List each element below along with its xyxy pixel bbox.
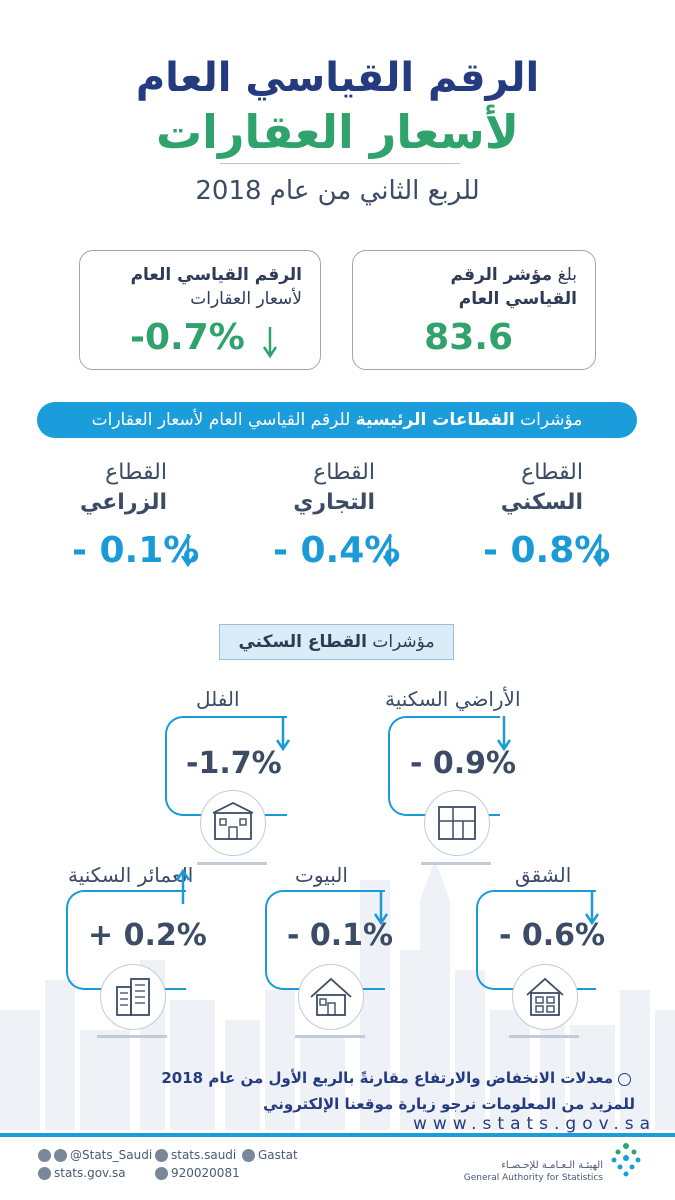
villa-icon-base	[197, 862, 267, 865]
arrow-down-icon	[373, 890, 389, 926]
sectors-banner-prefix: مؤشرات	[520, 410, 583, 430]
twitter-handle: @Stats_Saudi	[70, 1148, 153, 1162]
sector-agricultural-value: - 0.1%	[72, 530, 200, 571]
arrow-down-icon	[262, 327, 278, 359]
sector-residential-line2: السكني	[500, 490, 583, 515]
more-info: للمزيد من المعلومات نرجو زيارة موقعنا ال…	[263, 1095, 635, 1113]
sector-commercial-line1: القطاع	[313, 460, 375, 485]
change-card: الرقم القياسي العام لأسعار العقارات -0.7…	[79, 250, 321, 370]
building-icon	[116, 978, 150, 1016]
arrow-down-icon	[382, 534, 398, 568]
villa-icon	[212, 801, 254, 840]
sector-agricultural-line2: الزراعي	[80, 490, 167, 515]
house-icon-base	[295, 1035, 365, 1038]
residential-heading-prefix: مؤشرات	[372, 632, 435, 652]
facebook-handle: stats.saudi	[171, 1148, 237, 1162]
blueprint-icon	[438, 806, 476, 840]
sectors-banner: مؤشرات القطاعات الرئيسية للرقم القياسي ا…	[37, 402, 637, 438]
change-value: -0.7%	[130, 317, 245, 358]
sector-commercial-label: القطاع التجاري	[293, 458, 375, 518]
apartment-icon-circle	[512, 964, 578, 1030]
building-icon-circle	[100, 964, 166, 1030]
linkedin-icon	[242, 1149, 255, 1162]
house-icon-circle	[298, 964, 364, 1030]
title-line-1: الرقم القياسي العام	[135, 55, 540, 101]
sector-residential-line1: القطاع	[521, 460, 583, 485]
arrow-down-icon	[592, 534, 608, 568]
sector-agricultural-line1: القطاع	[105, 460, 167, 485]
social-phone[interactable]: 920020081	[155, 1166, 240, 1180]
blueprint-icon-circle	[424, 790, 490, 856]
social-twitter[interactable]: @Stats_Saudi	[38, 1148, 152, 1162]
index-card-label: بلغ مؤشر الرقم القياسي العام	[451, 263, 577, 311]
sector-residential-value: - 0.8%	[483, 530, 611, 571]
subtitle: للربع الثاني من عام 2018	[195, 176, 480, 206]
index-card-bold2: القياسي العام	[458, 289, 577, 309]
apartments-value: - 0.6%	[499, 918, 606, 953]
residential-heading-bold: القطاع السكني	[238, 632, 367, 652]
sector-agricultural-label: القطاع الزراعي	[80, 458, 167, 518]
index-card-prefix: بلغ	[557, 265, 577, 285]
apartments-label: الشقق	[515, 863, 572, 887]
house-icon	[310, 977, 352, 1016]
villas-value: -1.7%	[186, 746, 282, 781]
houses-value: - 0.1%	[287, 918, 394, 953]
buildings-value: + 0.2%	[88, 918, 207, 953]
arrow-down-icon	[584, 890, 600, 926]
instagram-icon	[54, 1149, 67, 1162]
houses-label: البيوت	[295, 863, 348, 887]
arrow-down-icon	[275, 716, 291, 752]
title-line-2: لأسعار العقارات	[155, 105, 520, 159]
arrow-up-icon	[175, 868, 191, 904]
index-card: بلغ مؤشر الرقم القياسي العام 83.6	[352, 250, 596, 370]
social-website[interactable]: stats.gov.sa	[38, 1166, 126, 1180]
gastat-logo-icon	[611, 1143, 641, 1177]
sector-commercial-line2: التجاري	[293, 490, 375, 515]
building-icon-base	[97, 1035, 167, 1038]
logo-text-ar: الهيئـة الـعـامـة للإحـصـاء	[501, 1160, 603, 1171]
arrow-down-icon	[496, 716, 512, 752]
change-card-line1: الرقم القياسي العام	[130, 265, 302, 285]
sectors-banner-bold: القطاعات الرئيسية	[355, 410, 515, 430]
title-divider	[220, 163, 460, 164]
logo-text-en: General Authority for Statistics	[463, 1173, 603, 1183]
linkedin-handle: Gastat	[258, 1148, 298, 1162]
sector-commercial-value: - 0.4%	[273, 530, 401, 571]
blueprint-icon-base	[421, 862, 491, 865]
change-card-label: الرقم القياسي العام لأسعار العقارات	[131, 263, 302, 311]
website-handle: stats.gov.sa	[54, 1166, 126, 1180]
villa-icon-circle	[200, 790, 266, 856]
index-card-bold1: مؤشر الرقم	[450, 265, 553, 285]
globe-icon	[38, 1167, 51, 1180]
footnote: معدلات الانخفاض والارتفاع مقارنةً بالربع…	[161, 1069, 613, 1087]
bullet-icon	[618, 1073, 631, 1086]
apartment-icon	[526, 977, 564, 1016]
sector-residential-label: القطاع السكني	[501, 458, 583, 518]
phone-number: 920020081	[171, 1166, 240, 1180]
index-value: 83.6	[424, 317, 513, 358]
residential-heading: مؤشرات القطاع السكني	[219, 624, 454, 660]
arrow-down-icon	[180, 534, 196, 568]
facebook-icon	[155, 1149, 168, 1162]
social-facebook[interactable]: stats.saudi	[155, 1148, 236, 1162]
lands-value: - 0.9%	[410, 746, 517, 781]
twitter-icon	[38, 1149, 51, 1162]
phone-icon	[155, 1167, 168, 1180]
lands-label: الأراضي السكنية	[385, 687, 521, 711]
villas-label: الفلل	[196, 687, 240, 711]
sectors-banner-suffix: للرقم القياسي العام لأسعار العقارات	[91, 410, 351, 430]
footer-bar	[0, 1133, 675, 1137]
buildings-label: العمائر السكنية	[68, 863, 194, 887]
social-linkedin[interactable]: Gastat	[242, 1148, 298, 1162]
change-card-line2: لأسعار العقارات	[190, 289, 302, 309]
apartment-icon-base	[509, 1035, 579, 1038]
website-url[interactable]: www.stats.gov.sa	[413, 1114, 657, 1134]
